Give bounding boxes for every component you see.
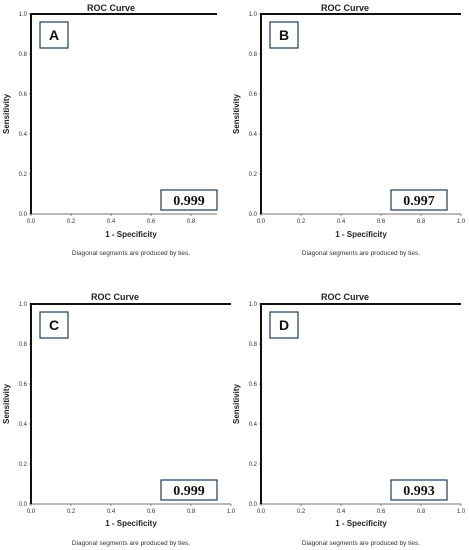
footnote-d: Diagonal segments are produced by ties. (302, 540, 420, 547)
y-tick-label-c: 0.0 (19, 502, 28, 508)
chart-title-c: ROC Curve (91, 292, 139, 302)
footnote-c: Diagonal segments are produced by ties. (72, 540, 190, 547)
x-tick-label-c: 0.8 (187, 509, 196, 515)
x-axis-label-a: 1 - Specificity (105, 230, 157, 239)
y-tick-label-a: 1.0 (19, 12, 28, 18)
roc-curve-line-a (30, 13, 217, 214)
x-tick-label-c: 0.6 (147, 509, 156, 515)
x-tick-label-b: 0.6 (377, 219, 386, 225)
auc-box-d (390, 479, 448, 501)
auc-box-c (160, 479, 218, 501)
y-tick-label-b: 0.0 (249, 212, 258, 218)
y-tick-label-a: 0.8 (19, 52, 28, 58)
x-tick-label-a: 0.8 (187, 219, 196, 225)
x-tick-label-b: 0.2 (297, 219, 306, 225)
y-axis-label-b: Sensitivity (232, 93, 241, 134)
roc-panel-a: ROC Curve 0.0 0.2 0.4 0.6 0.8 1.0 0.0 0.2 0.4 0.6 0… (2, 3, 218, 257)
y-tick-label-d: 0.4 (249, 422, 258, 428)
x-tick-label-d: 0.8 (417, 509, 426, 515)
x-axis-label-c: 1 - Specificity (105, 519, 157, 528)
x-tick-label-d: 0.0 (257, 509, 266, 515)
x-tick-label-c: 0.2 (67, 509, 76, 515)
y-tick-label-a: 0.0 (19, 212, 28, 218)
x-axis-label-d: 1 - Specificity (335, 519, 387, 528)
x-tick-label-b: 0.4 (337, 219, 346, 225)
y-tick-label-a: 0.4 (19, 132, 28, 138)
x-axis-label-b: 1 - Specificity (335, 230, 387, 239)
y-tick-label-c: 1.0 (19, 302, 28, 308)
panel-letter-box-d (269, 311, 299, 339)
y-tick-label-b: 0.6 (249, 92, 258, 98)
y-tick-label-c: 0.8 (19, 342, 28, 348)
x-tick-label-a: 0.6 (147, 219, 156, 225)
x-tick-label-a: 0.2 (67, 219, 76, 225)
panel-letter-c: C (49, 317, 59, 333)
footnote-b: Diagonal segments are produced by ties. (302, 250, 420, 257)
x-tick-label-b: 1.0 (457, 219, 466, 225)
auc-value-c: 0.999 (173, 484, 205, 499)
x-tick-label-b: 0.8 (417, 219, 426, 225)
x-tick-label-d: 0.4 (337, 509, 346, 515)
y-tick-label-b: 1.0 (249, 12, 258, 18)
x-tick-label-a: 0.0 (27, 219, 36, 225)
panel-letter-box-a (39, 21, 69, 49)
auc-box-a (160, 189, 218, 211)
chart-title-d: ROC Curve (321, 292, 369, 302)
y-tick-label-d: 0.6 (249, 382, 258, 388)
x-tick-label-c: 0.0 (27, 509, 36, 515)
y-tick-label-d: 0.2 (249, 462, 258, 468)
roc-panel-b: ROC Curve 0.0 0.2 0.4 0.6 0.8 1.0 0.0 0.2 0.4 0.6 0… (232, 3, 466, 257)
panel-letter-d: D (279, 317, 289, 333)
panel-letter-a: A (49, 27, 59, 43)
panel-letter-box-c (39, 311, 69, 339)
auc-box-b (390, 189, 448, 211)
y-axis-label-d: Sensitivity (232, 383, 241, 424)
y-tick-label-d: 1.0 (249, 302, 258, 308)
y-tick-label-d: 0.8 (249, 342, 258, 348)
y-tick-label-b: 0.8 (249, 52, 258, 58)
panel-letter-box-b (269, 21, 299, 49)
roc-curve-line-d (260, 303, 461, 504)
y-tick-label-c: 0.2 (19, 462, 28, 468)
y-tick-label-c: 0.6 (19, 382, 28, 388)
roc-curve-line-c (30, 303, 231, 504)
chart-title-a: ROC Curve (87, 3, 135, 13)
roc-panel-d: ROC Curve 0.0 0.2 0.4 0.6 0.8 1.0 0.0 0.2 0.4 0.6 0… (232, 292, 466, 547)
x-tick-label-c: 0.4 (107, 509, 116, 515)
auc-value-b: 0.997 (403, 194, 435, 209)
footnote-a: Diagonal segments are produced by ties. (72, 250, 190, 257)
y-axis-label-a: Sensitivity (2, 93, 11, 134)
y-tick-label-b: 0.2 (249, 172, 258, 178)
y-tick-label-a: 0.2 (19, 172, 28, 178)
x-tick-label-d: 0.6 (377, 509, 386, 515)
y-tick-label-c: 0.4 (19, 422, 28, 428)
x-tick-label-a: 0.4 (107, 219, 116, 225)
y-axis-label-c: Sensitivity (2, 383, 11, 424)
roc-panel-c: ROC Curve 0.0 0.2 0.4 0.6 0.8 1.0 0.0 0.2 0.4 0.6 0… (2, 292, 236, 547)
auc-value-a: 0.999 (173, 194, 205, 209)
x-tick-label-c: 1.0 (227, 509, 236, 515)
y-tick-label-b: 0.4 (249, 132, 258, 138)
roc-curve-line-b (260, 13, 461, 214)
y-tick-label-a: 0.6 (19, 92, 28, 98)
panel-letter-b: B (279, 27, 289, 43)
y-tick-label-d: 0.0 (249, 502, 258, 508)
x-tick-label-d: 1.0 (457, 509, 466, 515)
x-tick-label-b: 0.0 (257, 219, 266, 225)
chart-title-b: ROC Curve (321, 3, 369, 13)
x-tick-label-d: 0.2 (297, 509, 306, 515)
auc-value-d: 0.993 (403, 484, 435, 499)
